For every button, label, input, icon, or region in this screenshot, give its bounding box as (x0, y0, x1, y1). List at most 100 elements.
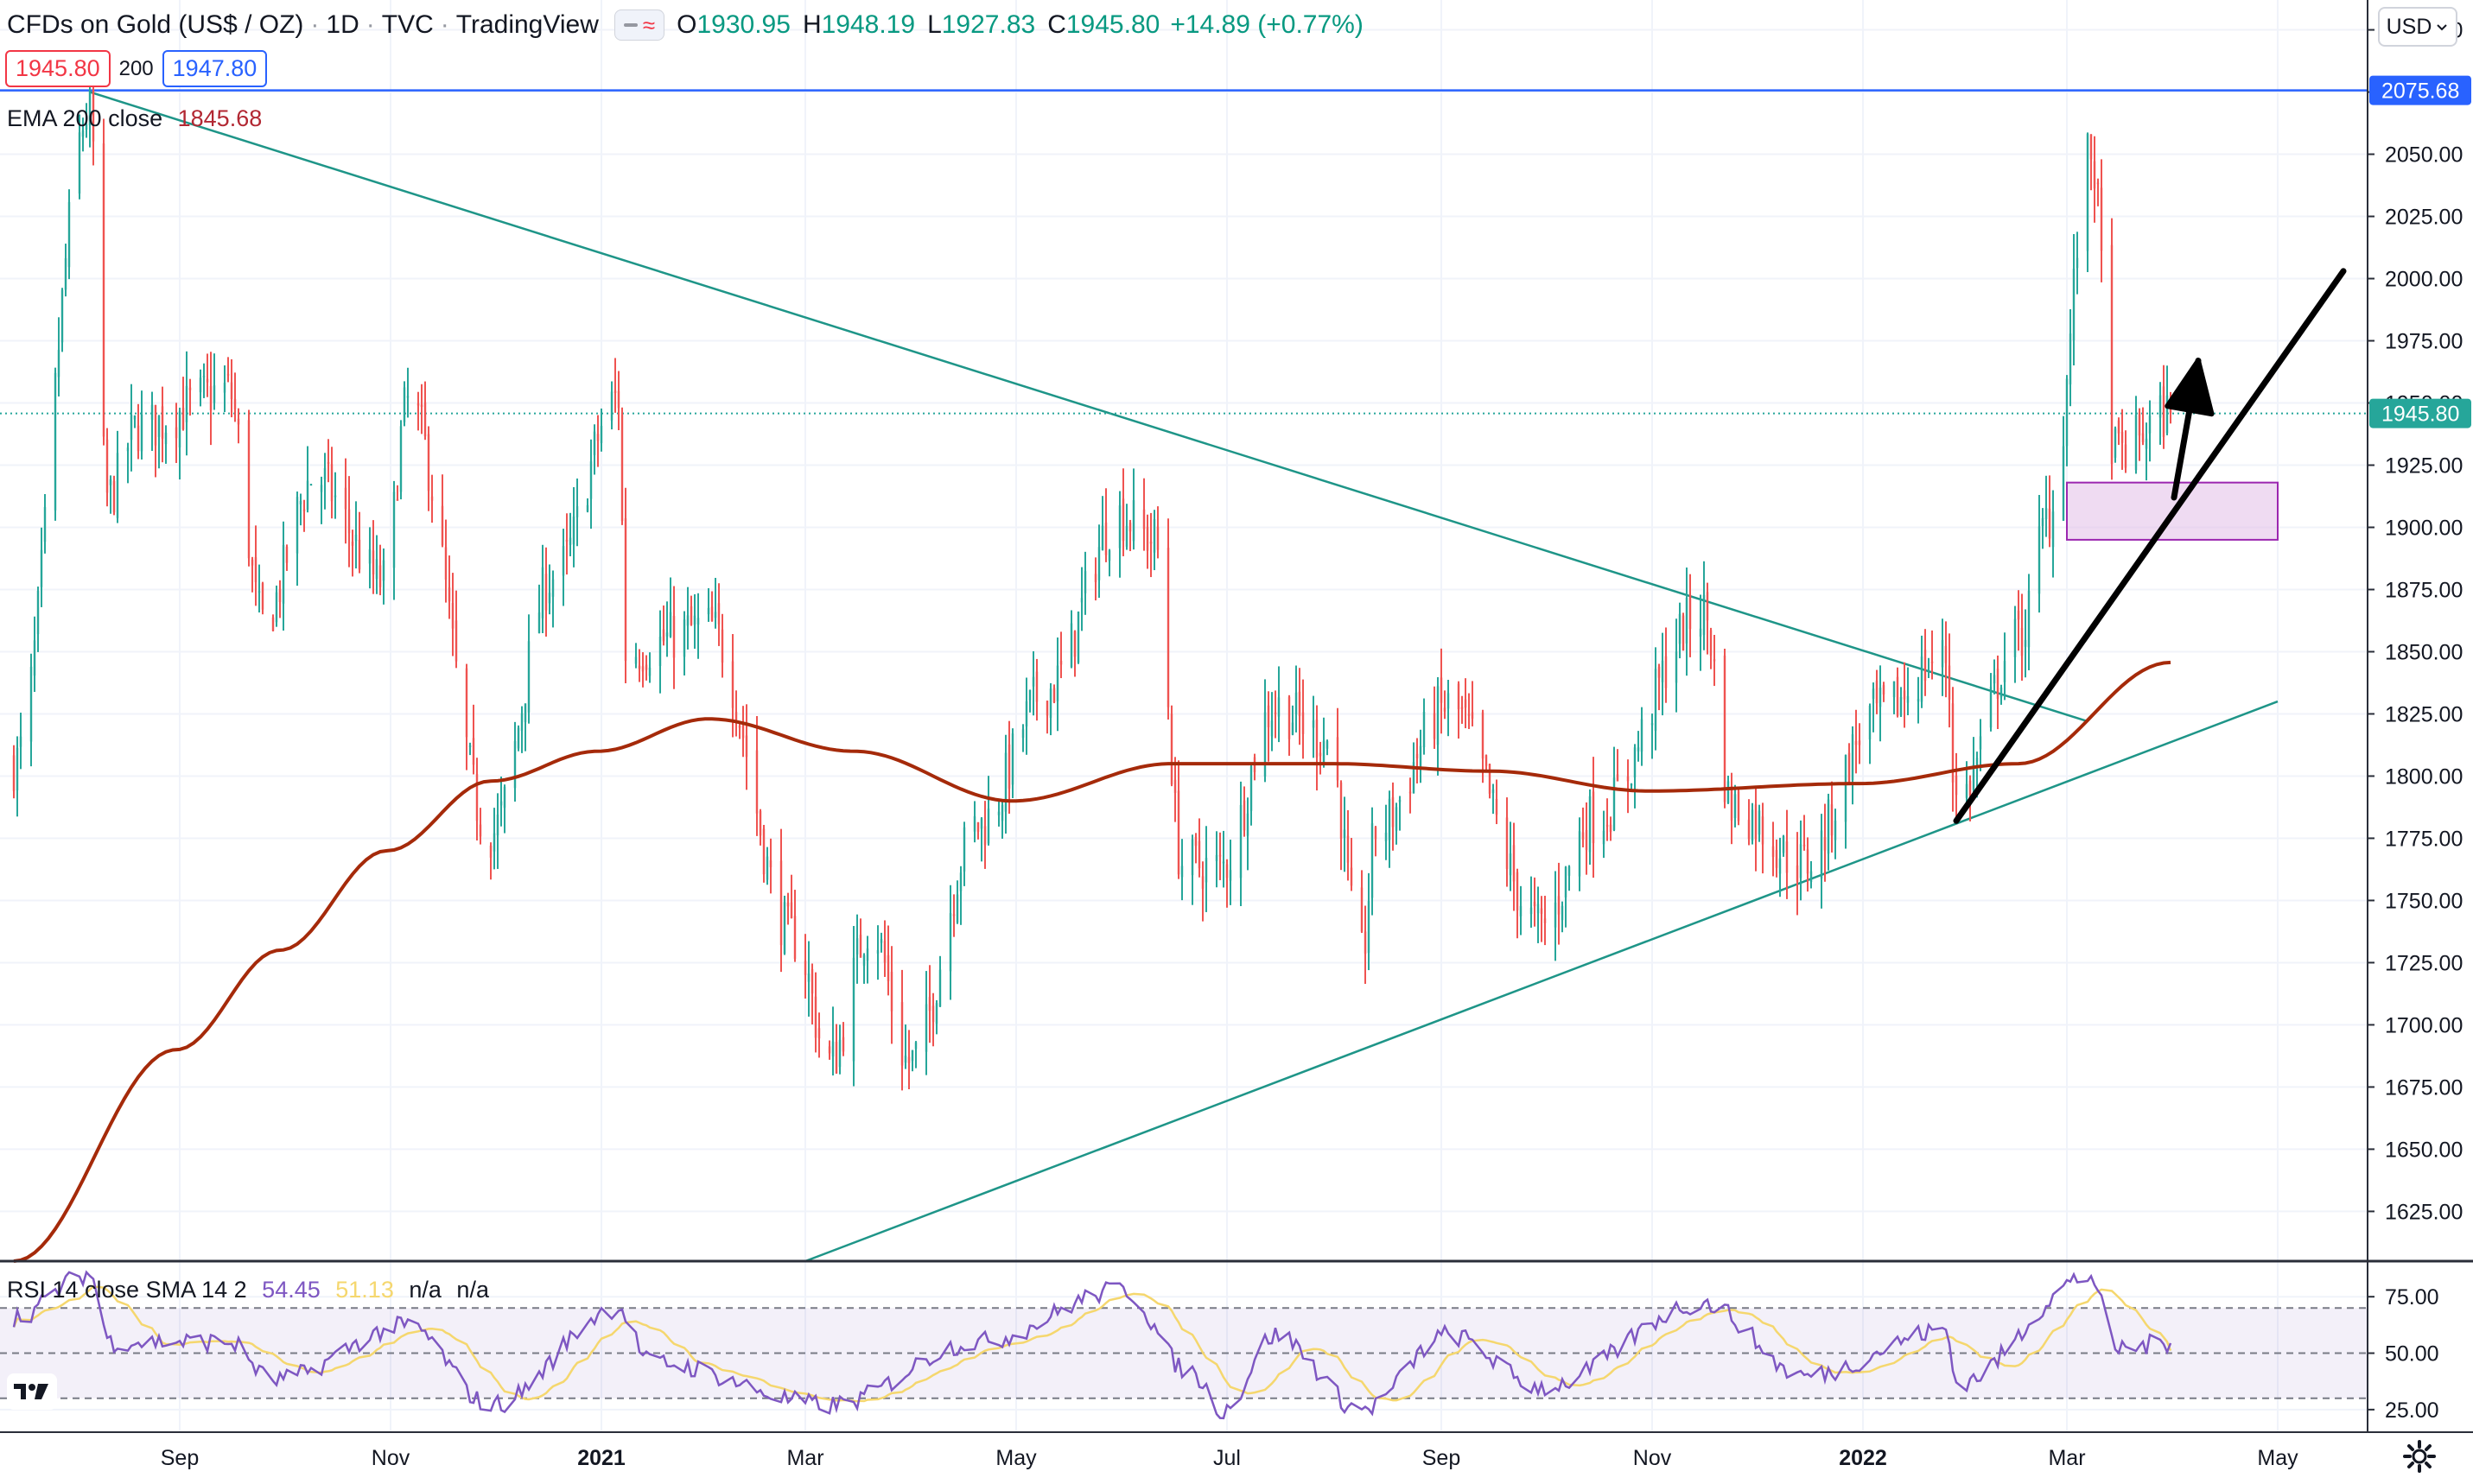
candle-body (793, 916, 797, 960)
candle-body (1637, 747, 1640, 752)
candle-body (1101, 525, 1104, 550)
time-axis[interactable]: Sep Nov 2021 Mar May Jul Sep Nov 2022 Mar May (161, 1446, 2298, 1470)
ascending-support-line[interactable] (804, 700, 2279, 1263)
candle-body (759, 810, 762, 836)
candle-body (1951, 703, 1955, 783)
rsi-legend[interactable]: RSI 14 close SMA 14 2 54.45 51.13 n/a n/… (7, 1277, 489, 1303)
candle-body (320, 485, 323, 492)
candle-body (641, 666, 645, 672)
candle-body (1557, 896, 1561, 915)
candle-body (441, 505, 444, 546)
candle-body (707, 607, 710, 615)
candle-body (2100, 187, 2103, 251)
candle-body (67, 201, 71, 268)
candle-body (1104, 522, 1108, 555)
wave-icon[interactable]: ≈ (642, 12, 656, 38)
candle-body (887, 954, 890, 981)
arrow-drawings[interactable] (1953, 268, 2347, 824)
candle-body (1198, 840, 1201, 869)
visibility-toggle[interactable]: ≈ (613, 10, 665, 41)
close-label: C (1047, 10, 1066, 39)
currency-label: USD (2386, 14, 2432, 39)
arrow-head[interactable] (2165, 358, 2215, 417)
candle-body (427, 434, 430, 491)
buy-price-button[interactable]: 1947.80 (162, 50, 268, 87)
candle-body (1464, 699, 1467, 708)
gear-icon[interactable] (2402, 1439, 2437, 1474)
candle-body (524, 703, 527, 722)
candle-body (1419, 745, 1422, 768)
chart-grid (0, 0, 2368, 1432)
candle-body (2027, 590, 2031, 648)
candle-body (949, 913, 952, 972)
candle-body (1094, 574, 1097, 582)
candle-body (251, 559, 254, 566)
sell-price-button[interactable]: 1945.80 (5, 50, 111, 87)
tradingview-logo-icon[interactable] (7, 1373, 57, 1410)
ema-label[interactable]: EMA 200 close (7, 105, 163, 131)
candle-body (1084, 571, 1087, 593)
price-tick-label: 1750.00 (2385, 889, 2463, 913)
candle-body (1972, 764, 1975, 790)
candle-body (1702, 594, 1706, 636)
arrow-long-line[interactable] (1953, 268, 2347, 824)
candle-body (375, 559, 378, 580)
candle-body (161, 406, 164, 439)
candle-body (600, 426, 603, 443)
candle-body (1001, 804, 1004, 821)
candle-body (738, 726, 741, 728)
candle-body (12, 755, 16, 791)
candle-body (1709, 630, 1713, 656)
time-tick-label: May (995, 1446, 1037, 1470)
chart-title-row[interactable]: CFDs on Gold (US$ / OZ) · 1D · TVC · Tra… (7, 10, 1364, 41)
time-tick-label: Nov (372, 1446, 410, 1470)
candle-body (309, 484, 313, 486)
rsi-tick-label: 50.00 (2385, 1342, 2439, 1367)
candle-body (1274, 712, 1277, 714)
candle-body (904, 1056, 907, 1063)
candle-body (2051, 511, 2055, 548)
rsi-label[interactable]: RSI 14 close SMA 14 2 (7, 1277, 247, 1303)
rsi-value: 54.45 (262, 1277, 321, 1303)
candle-body (613, 390, 617, 393)
price-axis-labels: 2075.68 1945.80 (2369, 75, 2471, 428)
candle-body (150, 404, 154, 420)
candle-body (1944, 645, 1948, 663)
candle-body (1923, 650, 1927, 682)
candle-body (2162, 386, 2165, 437)
candle-body (257, 591, 261, 593)
candle-body (1142, 509, 1146, 530)
candle-body (40, 549, 43, 587)
time-tick-label: Sep (161, 1446, 199, 1470)
candle-body (1201, 876, 1205, 889)
descending-resistance-line[interactable] (89, 91, 2088, 723)
candle-body (1249, 766, 1253, 811)
candle-body (92, 89, 95, 142)
candle-body (2065, 378, 2069, 447)
trade-price-row[interactable]: 1945.80 200 1947.80 (5, 50, 268, 87)
candle-body (1225, 864, 1229, 878)
candle-body (347, 509, 351, 534)
candle-body (1761, 816, 1764, 845)
trendlines[interactable] (89, 91, 2279, 1263)
ema-value: 1845.68 (177, 105, 263, 131)
rsi-axis[interactable]: 75.00 50.00 25.00 (2368, 1285, 2439, 1423)
eye-dash-icon[interactable] (623, 23, 638, 27)
candle-body (465, 668, 468, 738)
low-label: L (927, 10, 942, 39)
interval-label[interactable]: 1D (326, 10, 359, 39)
currency-select[interactable]: USD (2378, 7, 2457, 47)
candle-body (1505, 817, 1509, 869)
candle-body (814, 996, 817, 1038)
change-value: +14.89 (+0.77%) (1170, 10, 1364, 39)
ema-legend[interactable]: EMA 200 close 1845.68 (7, 105, 262, 132)
symbol-name[interactable]: CFDs on Gold (US$ / OZ) (7, 10, 304, 39)
candle-body (1336, 737, 1339, 781)
candle-body (1032, 676, 1035, 687)
high-label: H (802, 10, 822, 39)
candle-body (1723, 655, 1726, 802)
candle-body (1640, 719, 1643, 752)
candle-body (396, 498, 399, 501)
candle-body (302, 509, 306, 511)
